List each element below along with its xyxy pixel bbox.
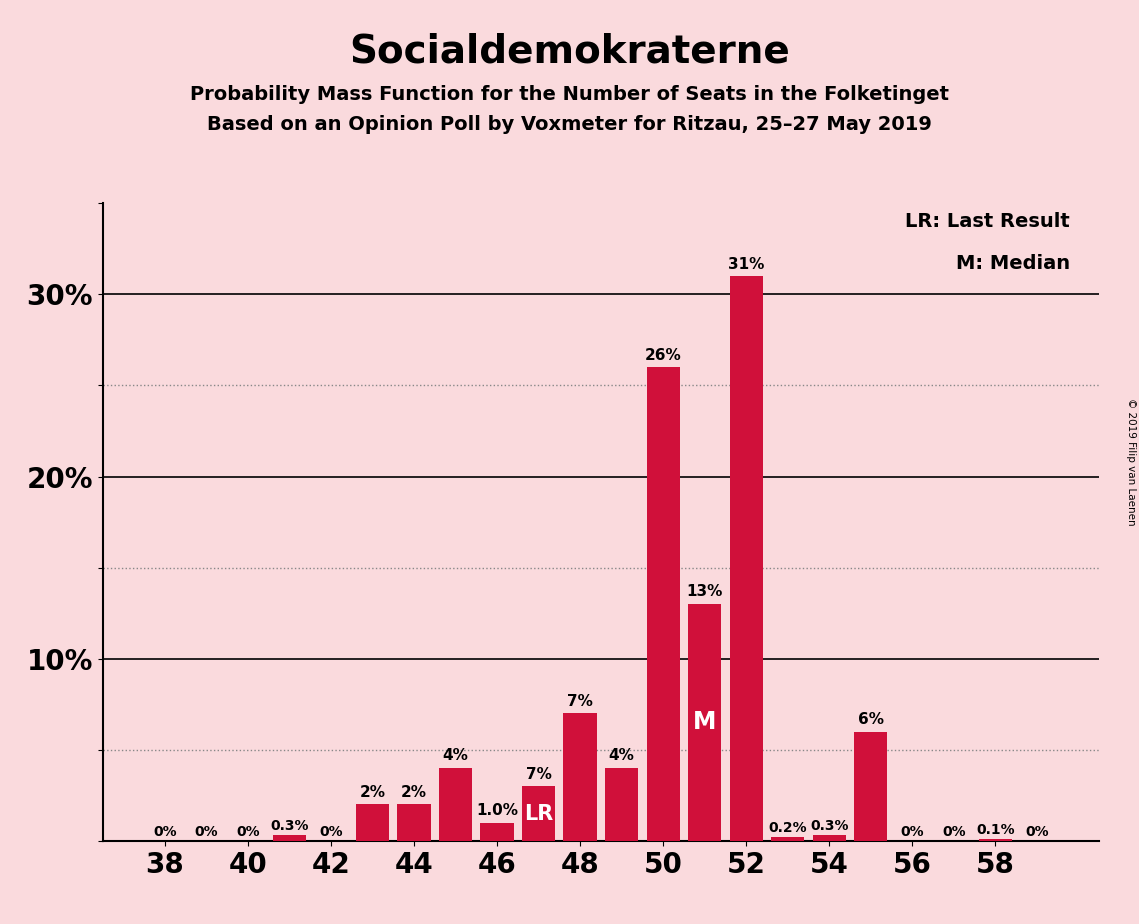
Text: LR: Last Result: LR: Last Result xyxy=(906,213,1070,231)
Bar xyxy=(355,805,390,841)
Text: Probability Mass Function for the Number of Seats in the Folketinget: Probability Mass Function for the Number… xyxy=(190,85,949,104)
Text: 0%: 0% xyxy=(195,824,219,839)
Bar xyxy=(522,786,555,841)
Text: M: M xyxy=(693,711,716,735)
Text: 2%: 2% xyxy=(360,784,385,800)
Text: 0%: 0% xyxy=(236,824,260,839)
Bar xyxy=(854,732,887,841)
Text: © 2019 Filip van Laenen: © 2019 Filip van Laenen xyxy=(1126,398,1136,526)
Text: 0%: 0% xyxy=(319,824,343,839)
Bar xyxy=(605,768,638,841)
Text: 0.3%: 0.3% xyxy=(810,820,849,833)
Text: 26%: 26% xyxy=(645,347,681,363)
Text: 0.1%: 0.1% xyxy=(976,823,1015,837)
Bar xyxy=(272,835,306,841)
Text: 6%: 6% xyxy=(858,712,884,727)
Bar xyxy=(481,822,514,841)
Text: 4%: 4% xyxy=(608,748,634,763)
Bar xyxy=(812,835,846,841)
Text: LR: LR xyxy=(524,804,554,823)
Text: 7%: 7% xyxy=(525,767,551,782)
Text: 0%: 0% xyxy=(1025,824,1049,839)
Bar xyxy=(564,713,597,841)
Text: 2%: 2% xyxy=(401,784,427,800)
Text: Socialdemokraterne: Socialdemokraterne xyxy=(350,32,789,70)
Bar xyxy=(688,604,721,841)
Text: 0.3%: 0.3% xyxy=(270,820,309,833)
Text: M: Median: M: Median xyxy=(956,254,1070,274)
Bar xyxy=(647,367,680,841)
Text: 31%: 31% xyxy=(728,257,764,272)
Text: 0%: 0% xyxy=(942,824,966,839)
Text: 0.2%: 0.2% xyxy=(769,821,808,835)
Text: 4%: 4% xyxy=(443,748,468,763)
Text: 0%: 0% xyxy=(153,824,177,839)
Text: 7%: 7% xyxy=(567,694,593,709)
Bar xyxy=(771,837,804,841)
Bar xyxy=(978,839,1011,841)
Bar xyxy=(398,805,431,841)
Bar xyxy=(439,768,472,841)
Bar xyxy=(730,276,763,841)
Text: Based on an Opinion Poll by Voxmeter for Ritzau, 25–27 May 2019: Based on an Opinion Poll by Voxmeter for… xyxy=(207,115,932,134)
Text: 13%: 13% xyxy=(687,585,723,600)
Text: 1.0%: 1.0% xyxy=(476,803,518,818)
Text: 0%: 0% xyxy=(901,824,924,839)
